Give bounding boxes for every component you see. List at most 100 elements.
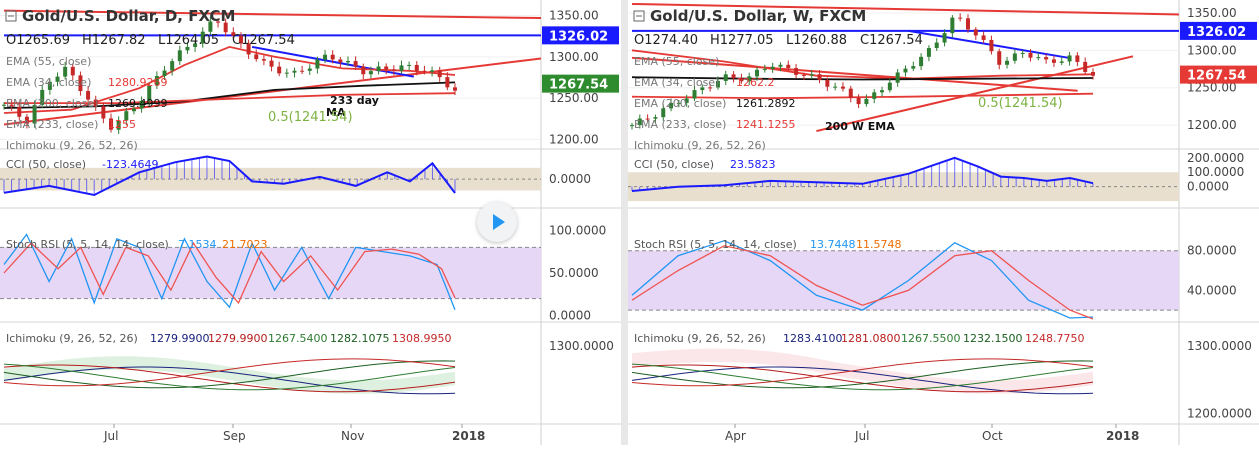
candle-body <box>1012 53 1017 61</box>
candle-body <box>376 66 381 72</box>
candle-body <box>872 92 877 99</box>
candle-body <box>63 66 68 77</box>
weekly-chart-svg[interactable]: 1350.00 1300.00 1250.00 1200.00 1326.02 1267.… <box>628 0 1259 445</box>
candle-body <box>809 74 814 76</box>
indicator-legend-value: 1241.1255 <box>736 118 796 131</box>
daily-chart-svg[interactable]: 1350.00 1300.00 1250.00 1200.00 1326.02 1267.… <box>0 0 621 445</box>
ichimoku-value: 1279.9900 <box>208 332 268 345</box>
price-tag-label: 1267.54 <box>1187 69 1246 84</box>
ichimoku-line <box>3 364 456 393</box>
ema-line <box>631 49 1094 80</box>
candle-body <box>422 70 427 72</box>
candle-body <box>786 64 791 69</box>
candle-body <box>86 91 91 100</box>
collapse-icon <box>633 10 645 22</box>
stoch-k-line <box>631 240 1094 319</box>
ichimoku-line <box>3 366 456 395</box>
candle-body <box>1028 52 1033 58</box>
candle-body <box>747 76 752 82</box>
price-tag <box>1180 21 1257 40</box>
ichimoku-line <box>3 358 456 387</box>
candle-body <box>1005 60 1010 65</box>
ema-line <box>3 81 456 109</box>
chart-title: Gold/U.S. Dollar, W, FXCM <box>650 7 866 25</box>
ohlc-c: C1267.54 <box>232 33 295 48</box>
candle-body <box>653 117 658 119</box>
play-icon <box>493 214 505 230</box>
stoch-band <box>628 250 1179 311</box>
indicator-legend: Ichimoku (9, 26, 52, 26) <box>634 139 766 152</box>
chart-annotation: 233 day <box>330 94 379 107</box>
candle-body <box>997 51 1002 65</box>
ohlc-c: C1267.54 <box>860 33 923 48</box>
candle-body <box>637 118 642 126</box>
candle-body <box>856 97 861 105</box>
video-play-button[interactable] <box>477 202 517 242</box>
candle-body <box>989 39 994 52</box>
candle-body <box>942 33 947 43</box>
candle-body <box>93 99 98 107</box>
x-axis-label: 2018 <box>452 429 485 443</box>
candle-body <box>269 60 274 67</box>
ichimoku-value: 1267.5500 <box>901 332 961 345</box>
trendline <box>631 3 1180 16</box>
candle-body <box>794 68 799 75</box>
candle-body <box>55 76 60 82</box>
chart-annotation: 200 W EMA <box>825 120 895 133</box>
ichimoku-line <box>631 366 1094 395</box>
ichimoku-line <box>631 364 1094 393</box>
candle-body <box>453 87 457 91</box>
stoch-d-value: 11.5748 <box>856 238 902 251</box>
x-axis-label: Oct <box>982 429 1003 443</box>
price-tag <box>542 26 619 45</box>
candle-body <box>1020 52 1025 54</box>
ichimoku-value: 1282.1075 <box>330 332 390 345</box>
collapse-icon <box>5 10 17 22</box>
panel-separator[interactable] <box>621 0 628 445</box>
candle-body <box>307 68 312 71</box>
candle-body <box>661 108 666 118</box>
x-axis-label: Apr <box>725 429 746 443</box>
stoch-d-line <box>3 241 456 305</box>
candle-body <box>926 48 931 57</box>
trendline <box>908 29 1069 59</box>
candle-body <box>193 43 198 47</box>
candle-body <box>223 22 228 33</box>
candle-body <box>817 74 822 81</box>
candle-body <box>238 35 243 44</box>
indicator-legend-value: 1280.9269 <box>108 76 168 89</box>
price-tick-label: 1200.00 <box>549 132 599 146</box>
candle-body <box>715 80 720 88</box>
candle-body <box>833 86 838 88</box>
cci-line <box>3 155 456 197</box>
candle-body <box>185 46 190 51</box>
candle-body <box>973 29 978 36</box>
x-axis-label: Jul <box>854 429 869 443</box>
ichimoku-value: 1281.0800 <box>841 332 901 345</box>
cci-axis-label: 100.0000 <box>1187 165 1244 179</box>
cci-legend: CCI (50, close) <box>634 158 714 171</box>
ohlc-o: O1265.69 <box>6 33 70 48</box>
candle-body <box>40 89 45 105</box>
trendline <box>631 56 1078 92</box>
trendline <box>3 9 542 20</box>
candle-body <box>47 81 52 90</box>
ichimoku-legend: Ichimoku (9, 26, 52, 26) <box>6 332 138 345</box>
candle-body <box>731 74 736 79</box>
candle-body <box>692 90 697 99</box>
candle-body <box>880 90 885 93</box>
stoch-axis-label: 50.0000 <box>549 266 599 280</box>
cci-value: -123.4649 <box>102 158 158 171</box>
price-tick-label: 1350.00 <box>1187 6 1237 20</box>
candle-body <box>778 64 783 67</box>
price-tag <box>1180 65 1257 84</box>
weekly-chart-panel[interactable]: 1350.00 1300.00 1250.00 1200.00 1326.02 1267.… <box>628 0 1259 445</box>
candle-body <box>762 69 767 71</box>
ema-line <box>4 92 456 104</box>
candle-body <box>770 66 775 70</box>
indicator-legend: EMA (34, close) <box>634 76 719 89</box>
daily-chart-panel[interactable]: 1350.00 1300.00 1250.00 1200.00 1326.02 1267.… <box>0 0 621 445</box>
price-tick-label: 1200.00 <box>1187 118 1237 132</box>
indicator-legend: EMA (233, close) <box>634 118 726 131</box>
candle-body <box>101 106 106 119</box>
